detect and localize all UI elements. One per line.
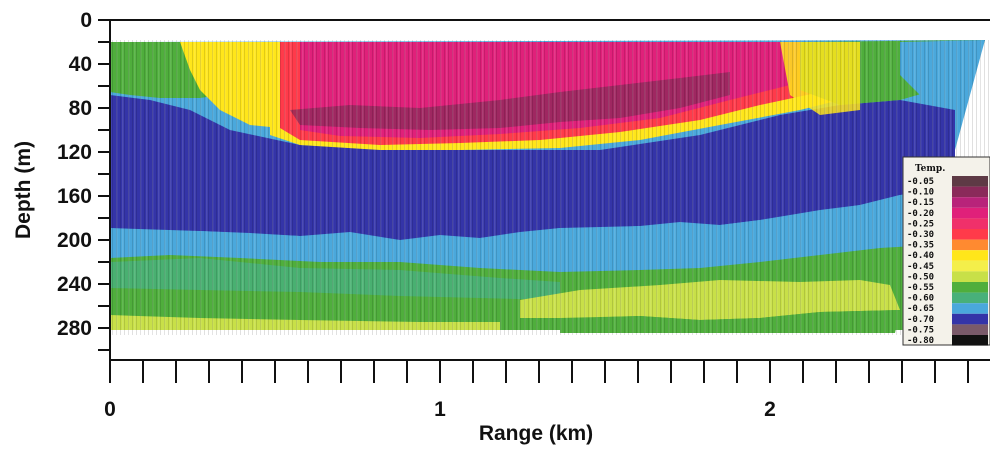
x-axis-title: Range (km) [479,422,593,445]
y-tick-label: 160 [57,185,92,208]
legend-swatch [952,239,988,251]
legend-label: -0.70 [907,315,934,325]
legend-swatch [952,271,988,282]
legend-swatch [952,176,988,187]
legend-label: -0.60 [907,294,934,304]
x-axis-ticks: 0 1 2 [104,360,969,421]
legend-swatch [952,197,988,208]
legend-swatch [952,282,988,293]
y-axis-title: Depth (m) [12,141,35,239]
legend-label: -0.25 [907,219,934,229]
y-tick-label: 240 [57,273,92,296]
x-tick-label: 2 [764,398,776,421]
legend-swatch [952,250,988,261]
legend-label: -0.65 [907,304,934,314]
legend-label: -0.20 [907,209,934,219]
legend-label: -0.05 [907,177,934,187]
y-tick-label: 0 [80,9,92,32]
legend-label: -0.75 [907,325,934,335]
legend-title: Temp. [915,164,945,174]
y-tick-label: 120 [57,141,92,164]
legend-swatch [952,303,988,314]
y-tick-label: 40 [69,53,92,76]
temperature-field [110,40,990,335]
y-tick-label: 280 [57,317,92,340]
legend-swatch [952,207,988,219]
y-tick-label: 80 [69,97,92,120]
legend-swatch [952,229,988,240]
legend-swatch [952,260,988,272]
legend-swatch [952,292,988,304]
x-tick-label: 1 [434,398,446,421]
field-texture-light [110,40,990,335]
legend-label: -0.50 [907,272,934,282]
legend-label: -0.30 [907,230,934,240]
y-tick-label: 200 [57,229,92,252]
legend-label: -0.55 [907,283,934,293]
legend-swatch [952,324,988,335]
legend-label: -0.80 [907,336,934,346]
y-axis-ticks: 0 40 80 120 160 200 240 280 [57,9,110,351]
legend-label: -0.15 [907,198,934,208]
legend-swatch [952,218,988,229]
legend-label: -0.35 [907,241,934,251]
x-tick-label: 0 [104,398,116,421]
legend-swatch [952,335,988,346]
legend: Temp. -0.05-0.10-0.15-0.20-0.25-0.30-0.3… [902,156,990,346]
legend-swatch [952,186,988,198]
legend-label: -0.40 [907,251,934,261]
legend-label: -0.45 [907,262,934,272]
legend-swatch [952,313,988,325]
legend-label: -0.10 [907,188,934,198]
